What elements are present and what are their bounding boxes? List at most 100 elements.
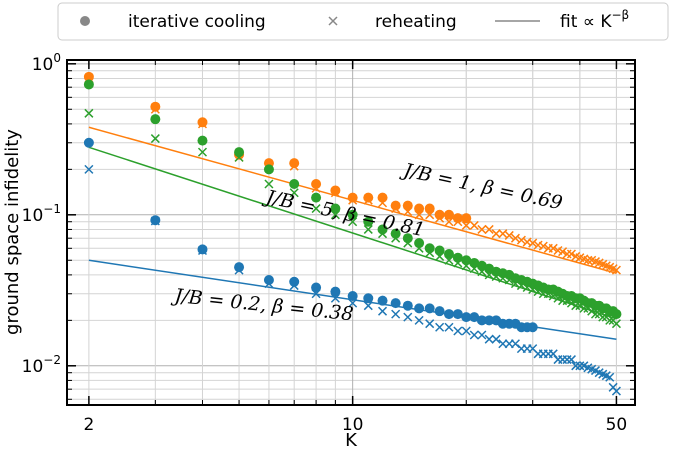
reheating-point bbox=[264, 179, 274, 189]
reheating-point bbox=[553, 293, 563, 303]
reheating-point bbox=[311, 183, 321, 193]
iterative-cooling-point bbox=[443, 249, 454, 260]
reheating-point bbox=[510, 279, 520, 289]
reheating-point bbox=[453, 258, 463, 268]
iterative-cooling-point bbox=[390, 298, 401, 309]
iterative-cooling-point bbox=[424, 203, 435, 214]
reheating-point bbox=[363, 224, 373, 234]
iterative-cooling-point bbox=[311, 192, 322, 203]
reheating-point bbox=[522, 282, 532, 293]
reheating-point bbox=[548, 243, 558, 253]
reheating-point bbox=[528, 238, 538, 248]
reheating-point bbox=[484, 334, 494, 344]
reheating-point bbox=[378, 229, 388, 239]
reheating-point bbox=[264, 279, 274, 289]
reheating-point bbox=[391, 204, 401, 214]
reheating-point bbox=[414, 210, 424, 220]
reheating-point bbox=[579, 303, 589, 313]
reheating-point bbox=[461, 326, 471, 336]
legend-dot-marker bbox=[80, 16, 90, 26]
fit-line bbox=[88, 146, 617, 320]
iterative-cooling-point bbox=[527, 322, 538, 333]
legend-label-fit: fit ∝ K−β bbox=[560, 8, 629, 32]
iterative-cooling-point bbox=[443, 309, 454, 320]
reheating-point bbox=[477, 267, 487, 277]
reheating-point bbox=[391, 309, 401, 319]
iterative-cooling-point bbox=[83, 71, 94, 82]
reheating-point bbox=[611, 265, 621, 275]
reheating-point bbox=[516, 281, 526, 291]
reheating-point bbox=[363, 301, 373, 311]
iterative-cooling-point bbox=[402, 300, 413, 311]
reheating-point bbox=[571, 301, 581, 311]
reheating-point bbox=[461, 261, 471, 271]
reheating-point bbox=[477, 224, 487, 234]
reheating-point bbox=[491, 334, 501, 344]
reheating-point bbox=[566, 355, 576, 365]
iterative-cooling-point bbox=[461, 312, 472, 323]
iterative-cooling-point bbox=[347, 209, 358, 220]
iterative-cooling-point bbox=[197, 117, 208, 128]
reheating-point bbox=[528, 284, 538, 295]
reheating-point bbox=[197, 245, 208, 256]
x-tick-label: 2 bbox=[83, 415, 94, 435]
reheating-point bbox=[566, 249, 576, 259]
reheating-point bbox=[575, 301, 585, 311]
iterative-cooling-point bbox=[390, 200, 401, 211]
reheating-point bbox=[330, 210, 340, 220]
reheating-point bbox=[234, 265, 244, 275]
reheating-point bbox=[403, 207, 413, 217]
reheating-point bbox=[414, 243, 424, 253]
iterative-cooling-point bbox=[484, 315, 495, 326]
iterative-cooling-point bbox=[414, 303, 425, 314]
reheating-point bbox=[611, 386, 621, 396]
reheating-point bbox=[444, 217, 454, 227]
reheating-point bbox=[444, 322, 454, 332]
reheating-point bbox=[533, 287, 543, 297]
reheating-point bbox=[484, 270, 494, 280]
legend-label-reheating: reheating bbox=[375, 12, 457, 32]
reheating-point bbox=[516, 235, 526, 245]
iterative-cooling-point bbox=[197, 135, 208, 146]
iterative-cooling-point bbox=[347, 290, 358, 301]
reheating-point bbox=[558, 355, 568, 365]
iterative-cooling-point bbox=[377, 192, 388, 203]
reheating-point bbox=[378, 198, 388, 208]
reheating-point bbox=[538, 241, 548, 251]
y-tick-label: 100 bbox=[32, 51, 61, 75]
iterative-cooling-point bbox=[83, 137, 94, 148]
reheating-point bbox=[150, 216, 160, 226]
iterative-cooling-point bbox=[363, 293, 374, 304]
iterative-cooling-point bbox=[476, 315, 487, 326]
iterative-cooling-point bbox=[234, 262, 245, 273]
iterative-cooling-point bbox=[424, 303, 435, 314]
series-annotation: J/B = 0.2, β = 0.38 bbox=[170, 284, 355, 325]
iterative-cooling-point bbox=[330, 286, 341, 297]
ticks: 2 10 50 100 10−1 10−2 bbox=[22, 51, 635, 435]
x-axis-label: K bbox=[345, 430, 358, 451]
iterative-cooling-point bbox=[83, 79, 94, 90]
data-marks bbox=[83, 71, 622, 396]
reheating-point bbox=[562, 355, 572, 365]
reheating-point bbox=[435, 251, 445, 261]
reheating-point bbox=[491, 272, 501, 282]
reheating-point bbox=[348, 298, 358, 308]
iterative-cooling-point bbox=[469, 312, 480, 323]
reheating-point bbox=[510, 339, 520, 349]
reheating-point bbox=[558, 247, 568, 257]
reheating-point bbox=[453, 217, 463, 227]
iterative-cooling-point bbox=[363, 216, 374, 227]
reheating-point bbox=[469, 330, 479, 340]
reheating-point bbox=[461, 220, 471, 230]
reheating-point bbox=[348, 195, 358, 205]
reheating-point bbox=[469, 264, 479, 274]
iterative-cooling-point bbox=[263, 275, 274, 286]
y-tick-label: 10−2 bbox=[22, 353, 61, 377]
iterative-cooling-point bbox=[330, 185, 341, 196]
reheating-point bbox=[414, 315, 424, 325]
reheating-point bbox=[403, 238, 413, 248]
iterative-cooling-point bbox=[452, 213, 463, 224]
y-axis-label: ground space infidelity bbox=[2, 129, 23, 335]
reheating-point bbox=[234, 152, 244, 162]
